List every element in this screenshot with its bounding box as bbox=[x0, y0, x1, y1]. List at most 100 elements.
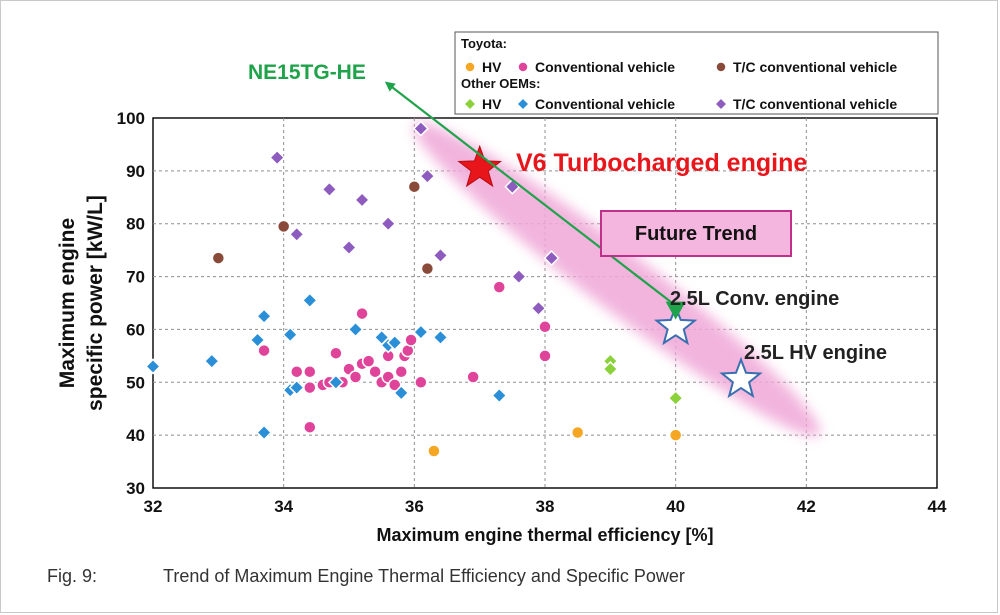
point-toyota-conv bbox=[466, 370, 480, 384]
y-tick-label: 90 bbox=[126, 162, 145, 181]
x-tick-labels: 32 34 36 38 40 42 44 bbox=[144, 497, 947, 516]
point-other-tc bbox=[530, 300, 547, 317]
point-other-tc bbox=[354, 191, 371, 208]
conv-engine-annotation: 2.5L Conv. engine bbox=[670, 288, 839, 310]
legend-label-other-tc: T/C conventional vehicle bbox=[733, 96, 897, 112]
legend-marker-toyota-conv bbox=[517, 61, 529, 73]
point-toyota-conv bbox=[361, 354, 376, 368]
point-other-conv bbox=[203, 353, 220, 370]
future-trend-box: Future Trend bbox=[600, 210, 792, 257]
x-tick-label: 42 bbox=[797, 497, 816, 516]
point-other-conv bbox=[256, 424, 273, 441]
point-toyota-conv bbox=[303, 364, 317, 379]
point-other-tc bbox=[340, 239, 358, 256]
legend-toyota-tc bbox=[715, 61, 727, 73]
point-other-conv bbox=[412, 324, 429, 341]
point-other-conv bbox=[144, 358, 162, 375]
x-axis-title: Maximum engine thermal efficiency [%] bbox=[376, 525, 713, 545]
hv-engine-annotation: 2.5L HV engine bbox=[744, 342, 887, 364]
point-other-conv bbox=[301, 292, 318, 309]
y-tick-label: 40 bbox=[126, 426, 145, 445]
y-tick-label: 100 bbox=[117, 109, 145, 128]
point-toyota-conv bbox=[404, 333, 418, 347]
y-tick-label: 30 bbox=[126, 479, 145, 498]
legend-label-other-hv: HV bbox=[482, 96, 502, 112]
y-tick-labels: 30 40 50 60 70 80 90 100 bbox=[117, 109, 145, 498]
point-toyota-conv bbox=[387, 378, 402, 392]
legend-label-other-conv: Conventional vehicle bbox=[535, 96, 675, 112]
point-toyota-conv bbox=[257, 343, 271, 358]
future-trend-band bbox=[413, 122, 821, 437]
y-axis-title-line2: specific power [kW/L] bbox=[84, 195, 107, 411]
point-toyota-conv bbox=[492, 280, 507, 294]
legend-marker-other-conv bbox=[515, 96, 531, 112]
point-other-conv bbox=[347, 321, 364, 338]
x-tick-label: 36 bbox=[405, 497, 424, 516]
x-tick-label: 32 bbox=[144, 497, 163, 516]
point-toyota-conv bbox=[303, 420, 317, 434]
point-toyota-hv bbox=[570, 425, 585, 440]
v6-star-marker bbox=[457, 144, 503, 188]
x-tick-label: 34 bbox=[274, 497, 293, 516]
point-toyota-conv bbox=[355, 306, 369, 321]
point-other-conv bbox=[288, 379, 305, 396]
point-toyota-conv bbox=[414, 375, 428, 390]
point-other-conv bbox=[249, 331, 266, 349]
legend-group-toyota: Toyota: bbox=[461, 36, 507, 51]
point-other-tc bbox=[419, 168, 436, 185]
legend-label-toyota-conv: Conventional vehicle bbox=[535, 59, 675, 75]
figure-number: Fig. 9: bbox=[47, 566, 98, 586]
x-tick-label: 38 bbox=[536, 497, 555, 516]
legend-toyota-hv bbox=[464, 61, 476, 73]
point-toyota-tc bbox=[407, 179, 422, 194]
point-other-conv bbox=[393, 384, 410, 401]
point-toyota-conv bbox=[348, 370, 363, 384]
point-toyota-tc bbox=[420, 261, 435, 276]
future-trend-label: Future Trend bbox=[635, 223, 757, 245]
legend-marker-toyota-tc bbox=[715, 61, 727, 73]
point-toyota-conv bbox=[303, 380, 317, 395]
ne15-arrow bbox=[384, 81, 677, 307]
point-toyota-conv bbox=[538, 320, 552, 334]
point-other-conv bbox=[432, 329, 449, 346]
ne15-annotation: NE15TG-HE bbox=[248, 61, 366, 84]
point-toyota-conv bbox=[368, 364, 382, 379]
legend-box bbox=[454, 31, 939, 115]
legend-label-toyota-hv: HV bbox=[482, 59, 502, 75]
point-toyota-conv bbox=[394, 364, 409, 379]
point-toyota-conv bbox=[289, 364, 304, 379]
legend: Toyota: HV Conventional vehicle T/C conv… bbox=[454, 31, 939, 115]
legend-other-tc bbox=[713, 96, 729, 112]
point-other-tc bbox=[543, 250, 560, 267]
point-other-conv bbox=[327, 374, 344, 391]
legend-toyota-conv bbox=[517, 61, 529, 73]
legend-marker-other-hv bbox=[462, 96, 478, 112]
point-toyota-conv bbox=[329, 346, 343, 360]
y-tick-label: 60 bbox=[126, 320, 145, 339]
legend-group-other: Other OEMs: bbox=[461, 76, 540, 91]
y-tick-label: 50 bbox=[126, 373, 145, 392]
point-other-tc bbox=[510, 268, 527, 285]
point-toyota-hv bbox=[668, 428, 683, 442]
legend-other-hv bbox=[462, 96, 478, 112]
point-other-tc bbox=[432, 247, 449, 264]
legend-marker-toyota-hv bbox=[464, 61, 476, 73]
point-other-conv bbox=[491, 387, 508, 404]
y-axis-title-line1: Maximum engine bbox=[56, 218, 79, 388]
legend-marker-other-tc bbox=[713, 96, 729, 112]
point-toyota-tc bbox=[276, 219, 291, 234]
point-other-hv bbox=[667, 390, 684, 407]
point-other-hv bbox=[602, 361, 619, 378]
point-other-conv bbox=[282, 326, 299, 343]
legend-other-conv bbox=[515, 96, 531, 112]
legend-label-toyota-tc: T/C conventional vehicle bbox=[733, 59, 897, 75]
point-toyota-hv bbox=[427, 444, 441, 458]
data-points bbox=[144, 120, 684, 458]
point-other-tc bbox=[288, 226, 305, 243]
point-toyota-conv bbox=[538, 349, 552, 363]
x-tick-label: 40 bbox=[666, 497, 685, 516]
point-other-tc bbox=[269, 149, 286, 166]
x-tick-label: 44 bbox=[928, 497, 947, 516]
